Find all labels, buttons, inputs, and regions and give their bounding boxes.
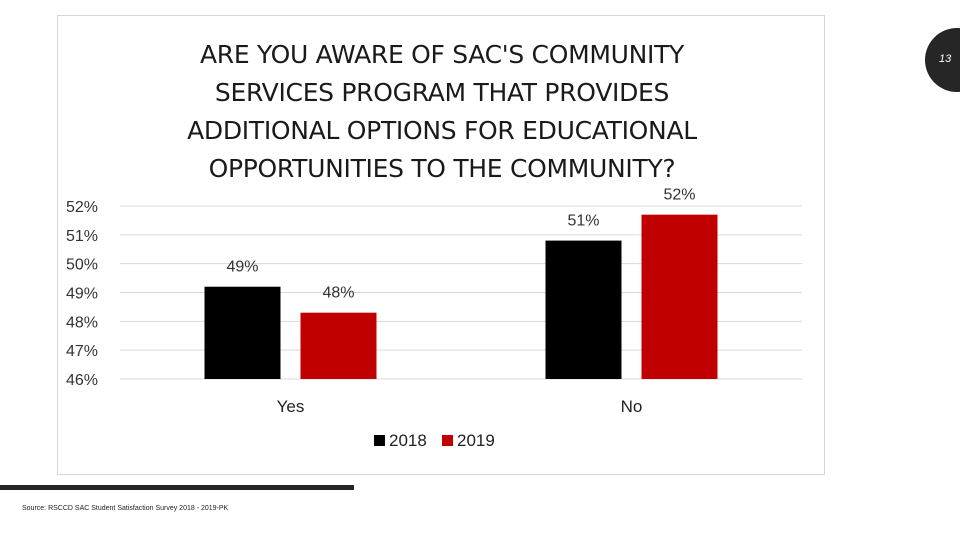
- slide-number: 13: [939, 53, 952, 65]
- data-label: 52%: [663, 187, 695, 204]
- y-tick-label: 50%: [66, 257, 98, 274]
- legend-label: 2018: [389, 431, 427, 450]
- chart-title: ARE YOU AWARE OF SAC'S COMMUNITY SERVICE…: [187, 40, 697, 183]
- bar-yes-2018: [204, 286, 281, 379]
- y-tick-label: 46%: [66, 372, 98, 389]
- y-tick-label: 52%: [66, 199, 98, 216]
- y-tick-label: 49%: [66, 286, 98, 303]
- bar-no-2018: [545, 240, 622, 379]
- x-tick-label: No: [621, 397, 643, 416]
- data-label: 51%: [567, 213, 599, 230]
- legend-label: 2019: [457, 431, 495, 450]
- y-tick-label: 48%: [66, 314, 98, 331]
- data-label: 48%: [322, 285, 354, 302]
- legend-swatch-2018: [374, 435, 385, 446]
- data-label: 49%: [226, 259, 258, 276]
- footer-rule: [0, 485, 354, 490]
- chart-frame: ARE YOU AWARE OF SAC'S COMMUNITY SERVICE…: [57, 15, 825, 475]
- bar-chart: 46% 47% 48% 49% 50% 51% 52% 49% 48% Yes 51% 52% No 20…: [66, 187, 802, 450]
- y-tick-label: 51%: [66, 228, 98, 245]
- bar-yes-2019: [300, 312, 377, 379]
- legend-swatch-2019: [442, 435, 453, 446]
- x-tick-label: Yes: [277, 397, 305, 416]
- y-tick-label: 47%: [66, 343, 98, 360]
- slide-number-badge: 13: [925, 28, 960, 92]
- bar-no-2019: [641, 214, 718, 379]
- source-note: Source: RSCCD SAC Student Satisfaction S…: [22, 505, 229, 512]
